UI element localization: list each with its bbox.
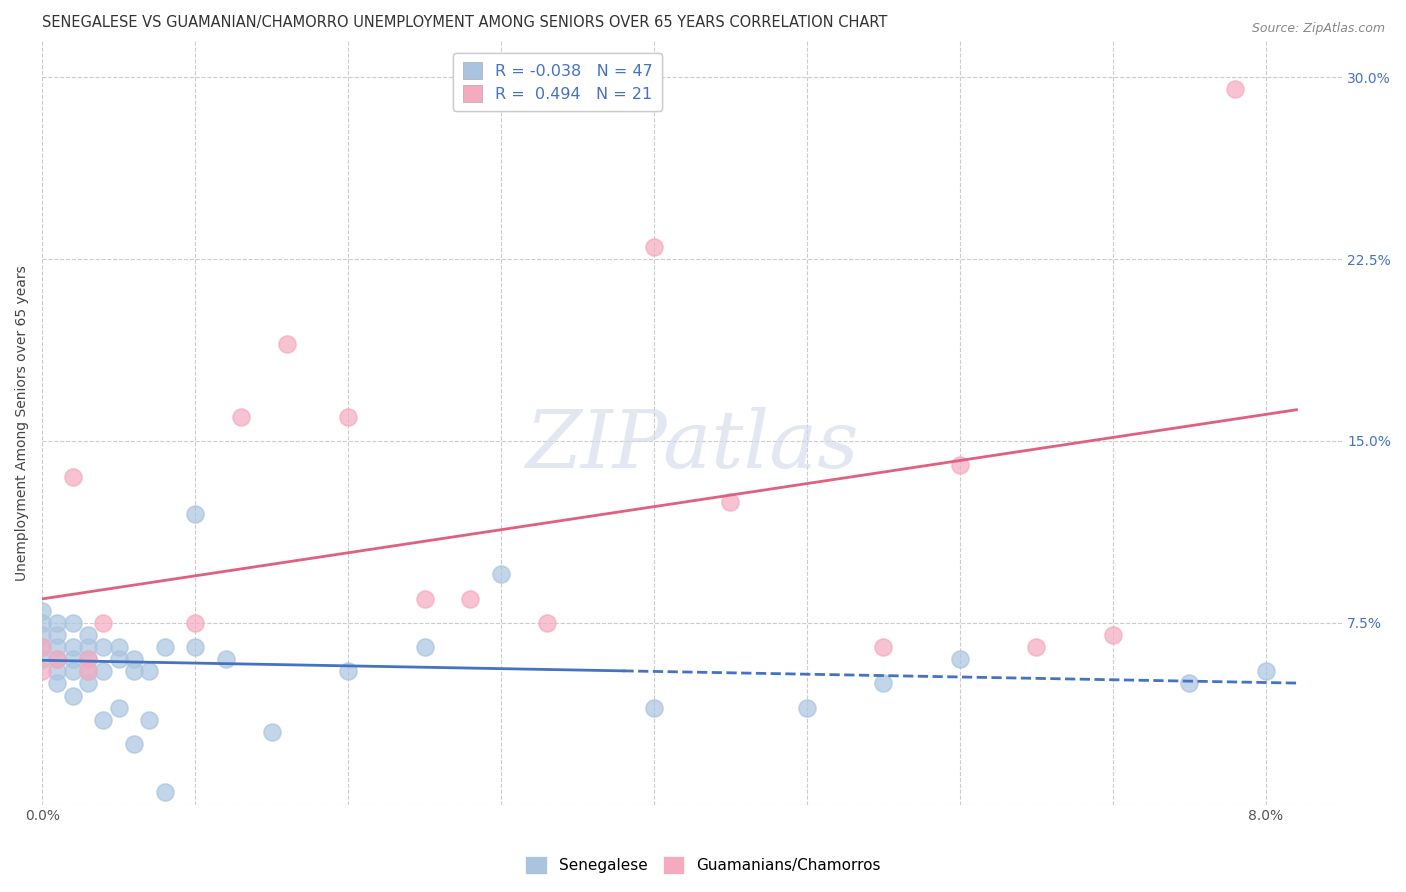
Point: [107, 700, 129, 714]
Point: [460, 591, 482, 606]
Point: [62, 470, 84, 484]
Text: SENEGALESE VS GUAMANIAN/CHAMORRO UNEMPLOYMENT AMONG SENIORS OVER 65 YEARS CORREL: SENEGALESE VS GUAMANIAN/CHAMORRO UNEMPLO…: [42, 15, 887, 30]
Point: [260, 724, 283, 739]
Y-axis label: Unemployment Among Seniors over 65 years: Unemployment Among Seniors over 65 years: [15, 265, 30, 581]
Point: [77, 628, 100, 642]
Point: [77, 676, 100, 690]
Point: [215, 652, 238, 666]
Point: [276, 337, 298, 351]
Point: [93, 615, 115, 630]
Point: [77, 665, 100, 679]
Point: [153, 640, 176, 654]
Point: [1225, 82, 1247, 96]
Point: [62, 640, 84, 654]
Point: [536, 615, 558, 630]
Point: [46, 640, 69, 654]
Point: [1178, 676, 1201, 690]
Point: [138, 665, 160, 679]
Point: [46, 615, 69, 630]
Point: [138, 713, 160, 727]
Point: [796, 700, 818, 714]
Point: [122, 652, 145, 666]
Point: [31, 640, 53, 654]
Point: [184, 507, 207, 521]
Point: [31, 665, 53, 679]
Point: [93, 665, 115, 679]
Point: [77, 665, 100, 679]
Point: [31, 652, 53, 666]
Point: [31, 628, 53, 642]
Point: [643, 700, 665, 714]
Legend: Senegalese, Guamanians/Chamorros: Senegalese, Guamanians/Chamorros: [519, 850, 887, 880]
Point: [93, 640, 115, 654]
Point: [184, 615, 207, 630]
Point: [31, 640, 53, 654]
Point: [949, 458, 972, 473]
Point: [62, 652, 84, 666]
Point: [643, 240, 665, 254]
Point: [337, 409, 360, 424]
Point: [77, 652, 100, 666]
Text: ZIPatlas: ZIPatlas: [526, 407, 859, 484]
Point: [720, 494, 742, 508]
Point: [46, 652, 69, 666]
Point: [122, 665, 145, 679]
Point: [122, 737, 145, 751]
Point: [62, 689, 84, 703]
Text: Source: ZipAtlas.com: Source: ZipAtlas.com: [1251, 22, 1385, 36]
Point: [184, 640, 207, 654]
Point: [1101, 628, 1123, 642]
Point: [46, 628, 69, 642]
Legend: R = -0.038   N = 47, R =  0.494   N = 21: R = -0.038 N = 47, R = 0.494 N = 21: [453, 53, 662, 112]
Point: [153, 785, 176, 799]
Point: [62, 665, 84, 679]
Point: [229, 409, 252, 424]
Point: [62, 615, 84, 630]
Point: [93, 713, 115, 727]
Point: [77, 652, 100, 666]
Point: [872, 676, 894, 690]
Point: [46, 665, 69, 679]
Point: [77, 640, 100, 654]
Point: [413, 640, 436, 654]
Point: [46, 676, 69, 690]
Point: [489, 567, 512, 582]
Point: [46, 652, 69, 666]
Point: [1254, 665, 1277, 679]
Point: [31, 604, 53, 618]
Point: [872, 640, 894, 654]
Point: [31, 615, 53, 630]
Point: [1025, 640, 1047, 654]
Point: [107, 652, 129, 666]
Point: [337, 665, 360, 679]
Point: [949, 652, 972, 666]
Point: [107, 640, 129, 654]
Point: [413, 591, 436, 606]
